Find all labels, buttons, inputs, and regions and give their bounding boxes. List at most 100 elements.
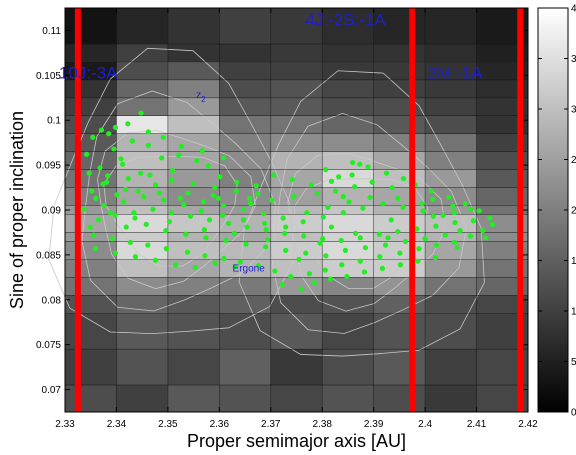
heatmap-cell (270, 214, 323, 233)
data-point (336, 174, 342, 180)
data-point (150, 206, 156, 212)
data-point (271, 172, 277, 178)
heatmap-cell (270, 259, 323, 278)
data-point (262, 220, 268, 227)
data-point (89, 188, 95, 194)
data-point (419, 201, 425, 207)
data-point (388, 217, 394, 223)
data-point (248, 201, 254, 207)
data-point (118, 156, 124, 162)
heatmap-cell (219, 313, 271, 350)
data-point (212, 260, 218, 266)
data-point (240, 206, 247, 212)
heatmap-cell (322, 232, 374, 242)
data-point (442, 232, 448, 238)
data-point (480, 228, 486, 234)
heatmap-cell (116, 385, 168, 412)
data-point (489, 221, 496, 227)
data-point (106, 131, 112, 137)
data-point (114, 192, 120, 198)
heatmap-cell (322, 295, 374, 314)
data-point (199, 148, 205, 154)
heatmap-cell (219, 241, 271, 260)
data-point (160, 134, 166, 140)
heatmap-cell (219, 232, 271, 242)
data-point (400, 204, 406, 210)
data-point (452, 219, 458, 226)
heatmap-cell (425, 277, 477, 296)
data-point (314, 191, 321, 197)
data-point (111, 146, 117, 152)
data-point (303, 250, 309, 256)
data-point (311, 280, 318, 286)
data-point (470, 218, 477, 224)
heatmap-cell (167, 97, 220, 116)
heatmap-cell (219, 43, 271, 62)
colorbar (537, 7, 569, 413)
heatmap-cell (116, 133, 168, 152)
data-point (416, 246, 422, 252)
data-point (138, 170, 144, 176)
heatmap-cell (425, 241, 477, 260)
data-point (105, 173, 111, 179)
heatmap-cell (322, 205, 374, 215)
heatmap-cell (373, 232, 426, 242)
colorbar-tick-label: 40 (571, 4, 576, 15)
heatmap-cell (65, 214, 117, 233)
data-point (320, 236, 326, 242)
data-point (90, 134, 96, 140)
heatmap-cell (116, 115, 168, 134)
data-point (131, 210, 137, 216)
colorbar-tick-label: 30 (571, 105, 576, 116)
contour-line (287, 152, 447, 312)
heatmap-cell (65, 259, 117, 278)
data-point (476, 208, 482, 214)
data-point (414, 226, 420, 232)
heatmap-cell (219, 277, 271, 296)
data-point (87, 224, 93, 230)
data-point (220, 155, 227, 161)
data-point (379, 265, 386, 271)
annotation-label: 10J:-3A (59, 64, 118, 83)
data-point (450, 203, 456, 210)
heatmap-cell (425, 232, 477, 242)
data-point (243, 241, 249, 247)
data-point (298, 286, 304, 292)
data-point (263, 227, 269, 233)
heatmap-cell (270, 133, 323, 152)
data-point (225, 220, 232, 227)
data-point (415, 258, 421, 264)
heatmap-cell (270, 385, 323, 412)
data-point (198, 208, 204, 214)
heatmap-cell (425, 43, 477, 62)
heatmap-cell (65, 97, 117, 116)
data-point (101, 202, 107, 209)
data-point (296, 256, 302, 262)
heatmap-cell (322, 349, 374, 386)
heatmap-cell (373, 349, 426, 386)
data-point (129, 138, 135, 144)
data-point (322, 267, 328, 273)
data-point (86, 170, 92, 176)
heatmap-cell (476, 79, 528, 98)
data-point (349, 159, 356, 166)
heatmap-cell (476, 205, 528, 215)
contour-line (238, 70, 485, 357)
heatmap-cell (373, 385, 426, 412)
data-point (395, 228, 401, 235)
data-point (357, 258, 363, 264)
colorbar-tick-label: 10 (571, 307, 576, 318)
data-point (283, 224, 289, 230)
heatmap-cell (270, 43, 323, 62)
data-point (260, 210, 267, 217)
data-point (166, 219, 173, 225)
heatmap-cell (219, 115, 271, 134)
data-point (95, 217, 102, 223)
data-point (112, 124, 119, 131)
heatmap-cell (219, 61, 271, 80)
heatmap-cell (322, 133, 374, 152)
heatmap-cell (270, 61, 323, 80)
data-point (433, 223, 439, 229)
x-tick-label: 2.37 (261, 419, 281, 430)
